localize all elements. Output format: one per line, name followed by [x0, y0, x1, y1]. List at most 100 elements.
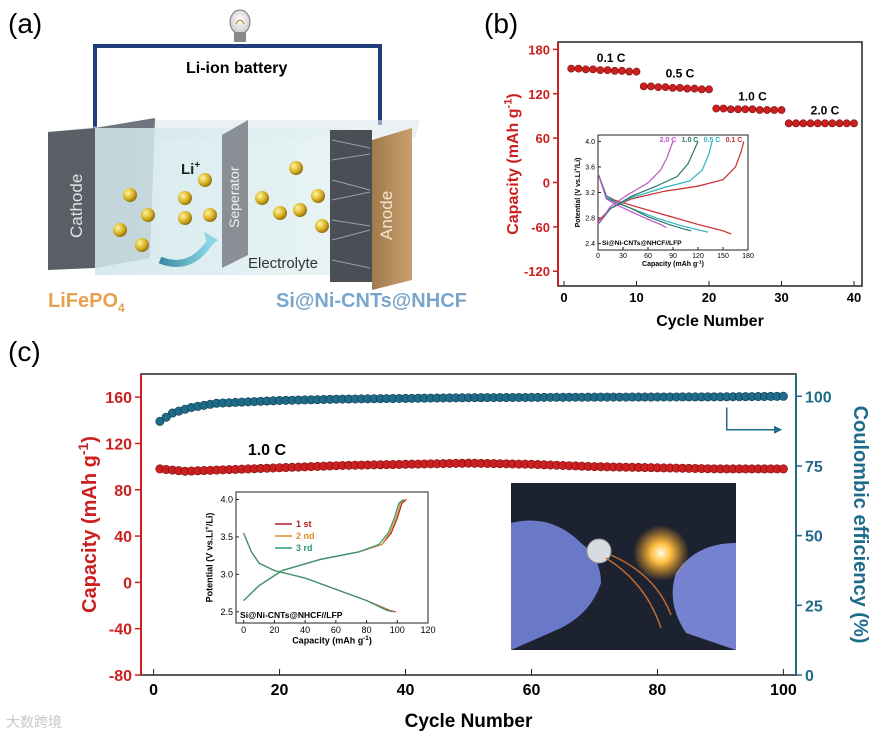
cathode-material-text: LiFePO: [48, 290, 119, 312]
c-y-tick-label: -40: [109, 622, 132, 639]
b-inset-legend-label: 0.1 C: [726, 137, 743, 144]
b-inset-legend-label: 2.0 C: [660, 137, 677, 144]
b-x-axis-label: Cycle Number: [656, 313, 764, 330]
b-y-tick-label: -60: [531, 220, 550, 235]
inset-annotation: Si@Ni-CNTs@NHCF//LFP: [602, 240, 682, 247]
inset-x-tick-label: 0: [241, 625, 246, 635]
ion-flow-arrow-icon: [158, 239, 213, 267]
inset-x-tick-label: 40: [300, 625, 310, 635]
right-glove-icon: [672, 543, 736, 650]
c-y2-tick-label: 0: [805, 668, 814, 685]
cathode-material-sub: 4: [118, 301, 125, 315]
circuit-wire: [93, 44, 382, 130]
inset-x-tick-label: 80: [362, 625, 372, 635]
inset-x-tick-label: 60: [331, 625, 341, 635]
b-capacity-point: [705, 85, 713, 94]
coin-cell-icon: [586, 538, 612, 564]
light-bulb-icon: [229, 9, 251, 42]
b-x-tick-label: 10: [629, 290, 643, 305]
c-efficiency-point: [155, 416, 165, 426]
inset-curve-charge: [597, 141, 699, 225]
left-glove-icon: [511, 520, 601, 650]
c-y-tick-label: 80: [114, 483, 132, 500]
inset-y-tick-label: 2.8: [585, 216, 595, 223]
b-inset-legend-label: 1.0 C: [682, 137, 699, 144]
inset-y-tick-label: 4.0: [585, 139, 595, 146]
c-x-tick-label: 80: [649, 682, 667, 699]
battery-schematic: [48, 9, 420, 290]
b-rate-annotation: 0.5 C: [666, 66, 695, 80]
c-efficiency-arrow-icon: [725, 407, 774, 431]
b-y-tick-label: 60: [536, 131, 550, 146]
b-x-tick-label: 0: [560, 290, 567, 305]
battery-title: Li-ion battery: [186, 60, 288, 77]
led-demo-photo: [511, 483, 736, 650]
inset-y-tick-label: 3.5: [220, 532, 233, 542]
li-ion-text: Li: [181, 161, 195, 178]
c-rate-annotation: 1.0 C: [248, 442, 287, 459]
inset-chart: 0 20 40 60 80 100 120 2.5 3.0 3.5 4.0 Capacity (mAh…: [204, 491, 436, 646]
cathode-slab: [48, 128, 95, 270]
inset-x-axis-label: Capacity (mAh g-1): [292, 635, 372, 646]
inset-y-tick-label: 4.0: [220, 495, 233, 505]
c-inset-legend-label: 2 nd: [296, 531, 315, 541]
c-y-tick-label: -80: [109, 668, 132, 685]
c-inset-legend-label: 1 st: [296, 519, 312, 529]
b-y-axis-label: Capacity (mAh g-1): [503, 93, 522, 235]
b-x-tick-label: 40: [847, 290, 861, 305]
inset-x-tick-label: 30: [619, 253, 627, 260]
panel-a-label: (a): [8, 8, 43, 39]
inset-y-axis-label: Potential (V vs.Li+/Li): [204, 513, 215, 603]
c-y-tick-label: 0: [123, 575, 132, 592]
inset-y-tick-label: 3.2: [585, 190, 595, 197]
b-y-tick-label: 120: [528, 87, 550, 102]
inset-y-tick-label: 2.5: [220, 607, 233, 617]
watermark: 大数跨境: [6, 714, 62, 730]
c-efficiency-arrowhead-icon: [773, 425, 783, 434]
inset-x-tick-label: 90: [669, 253, 677, 260]
c-y-tick-label: 40: [114, 529, 132, 546]
c-x-tick-label: 0: [149, 682, 158, 699]
panel-c-label: (c): [8, 336, 41, 367]
b-x-tick-label: 20: [702, 290, 716, 305]
inset-y-tick-label: 3.0: [220, 569, 233, 579]
inset-x-tick-label: 180: [742, 253, 754, 260]
c-inset-legend-label: 3 rd: [296, 543, 313, 553]
inset-x-tick-label: 100: [390, 625, 405, 635]
c-y2-axis-label: Coulombic efficiency (%): [849, 406, 871, 644]
c-x-tick-label: 100: [770, 682, 797, 699]
anode-material-label: Si@Ni-CNTs@NHCF: [276, 290, 467, 312]
li-ion-sup: +: [194, 160, 201, 171]
inset-x-tick-label: 150: [717, 253, 729, 260]
b-y-tick-label: 180: [528, 42, 550, 57]
li-ion-label: Li+: [181, 160, 200, 178]
inset-chart: 0 30 60 90 120 150 180 2.4 2.8 3.2 3.6 4.0 Capacity …: [574, 134, 754, 268]
anode-slab: [372, 128, 412, 290]
b-y-tick-label: 0: [543, 175, 550, 190]
inset-y-tick-label: 3.6: [585, 164, 595, 171]
li-ion-particles: [113, 161, 329, 252]
inset-x-tick-label: 120: [420, 625, 435, 635]
inset-x-tick-label: 0: [596, 253, 600, 260]
photo-illustration: [511, 483, 736, 650]
inset-x-tick-label: 60: [644, 253, 652, 260]
inset-curve-discharge: [597, 173, 667, 229]
b-rate-annotation: 0.1 C: [597, 51, 626, 65]
cathode-material-label: LiFePO4: [48, 290, 125, 315]
c-y2-tick-label: 50: [805, 529, 823, 546]
separator-slab: [222, 120, 248, 268]
b-capacity-point: [850, 119, 858, 128]
inset-curve-charge: [243, 499, 404, 601]
c-y-tick-label: 120: [105, 436, 132, 453]
panel-a: (a): [0, 0, 480, 330]
c-x-tick-label: 20: [271, 682, 289, 699]
inset-annotation: Si@Ni-CNTs@NHCF//LFP: [240, 610, 343, 620]
c-x-tick-label: 40: [397, 682, 415, 699]
inset-curve-discharge: [597, 173, 709, 233]
b-capacity-point: [777, 106, 786, 114]
b-x-tick-label: 30: [774, 290, 788, 305]
c-y2-tick-label: 25: [805, 598, 823, 615]
inset-x-tick-label: 120: [692, 253, 704, 260]
inset-y-tick-label: 2.4: [585, 241, 595, 248]
